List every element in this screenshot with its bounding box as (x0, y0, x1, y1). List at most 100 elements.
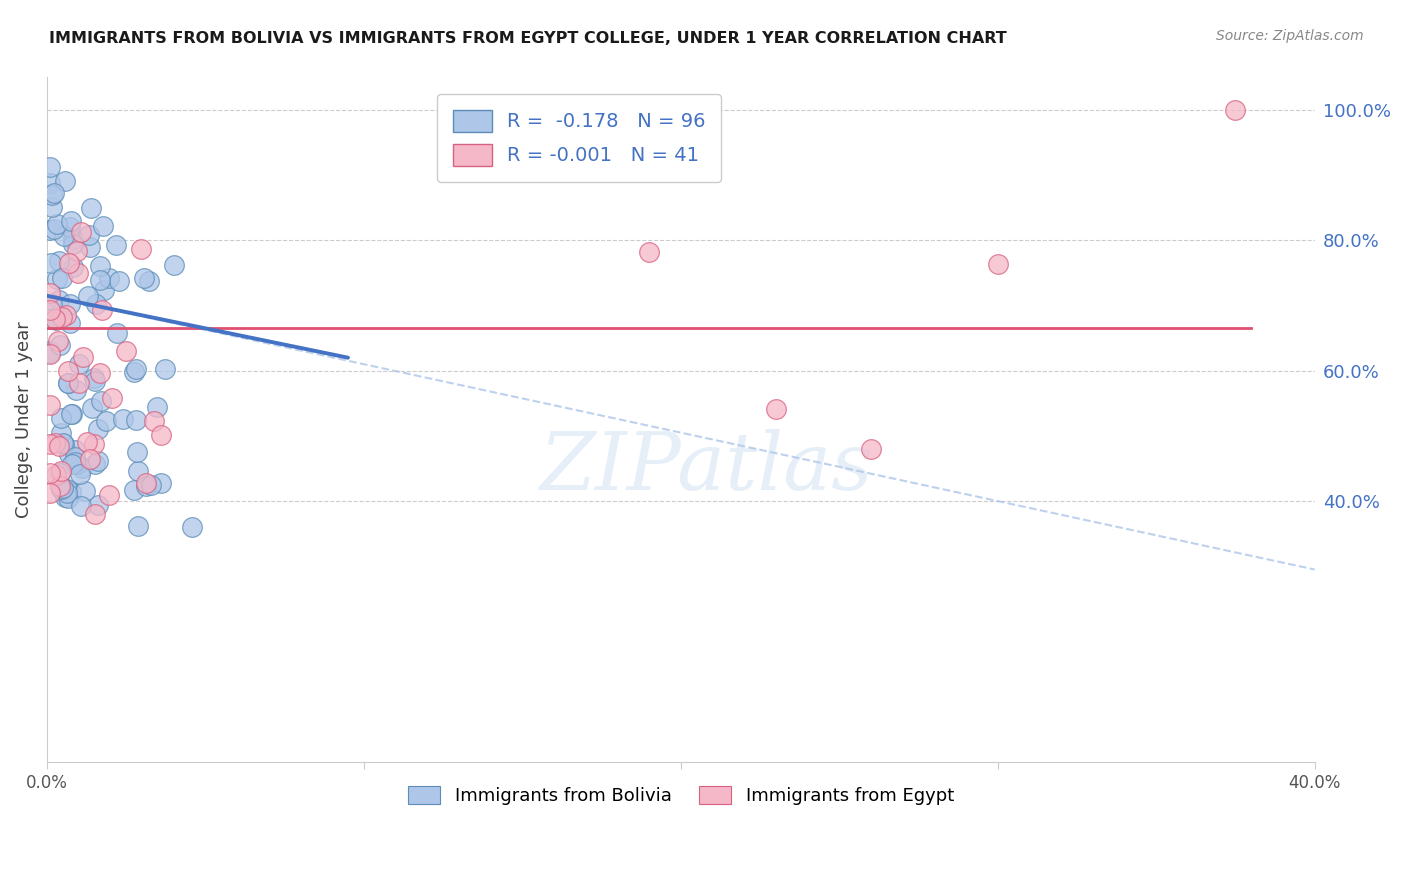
Point (84, 296, 107, 310)
Point (59, 219, 82, 234)
Point (141, 478, 163, 492)
Point (146, 400, 169, 414)
Point (67, 266, 90, 280)
Point (135, 476, 157, 491)
Point (51, 271, 73, 285)
Point (67, 357, 90, 371)
Point (93, 283, 115, 297)
Point (59, 297, 82, 311)
Point (83, 507, 105, 521)
Point (53, 436, 76, 450)
Point (51, 425, 73, 440)
Text: ZIPatlas: ZIPatlas (540, 429, 873, 507)
Point (56, 491, 79, 506)
Point (39, 302, 62, 317)
Y-axis label: College, Under 1 year: College, Under 1 year (15, 321, 32, 518)
Point (149, 476, 172, 491)
Point (49, 466, 72, 480)
Point (46, 334, 69, 348)
Point (48, 254, 70, 268)
Point (39, 312, 62, 326)
Point (49, 482, 72, 496)
Point (56, 376, 79, 391)
Point (134, 271, 156, 285)
Point (77, 227, 100, 242)
Point (89, 259, 111, 273)
Point (105, 326, 128, 340)
Point (142, 414, 165, 428)
Point (83, 371, 105, 385)
Point (39, 223, 62, 237)
Point (66, 457, 89, 471)
Point (83, 437, 105, 451)
Point (97, 271, 120, 285)
Point (69, 225, 91, 239)
Legend: Immigrants from Bolivia, Immigrants from Egypt: Immigrants from Bolivia, Immigrants from… (399, 777, 963, 814)
Point (82, 401, 104, 415)
Point (48, 439, 70, 453)
Point (65, 383, 87, 397)
Point (122, 365, 145, 379)
Point (91, 302, 114, 317)
Point (39, 160, 62, 174)
Point (39, 176, 62, 190)
Point (87, 498, 110, 512)
Point (125, 361, 148, 376)
Point (129, 242, 152, 256)
Point (115, 343, 138, 358)
Point (56, 482, 79, 496)
Point (56, 364, 79, 378)
Text: Source: ZipAtlas.com: Source: ZipAtlas.com (1216, 29, 1364, 43)
Point (101, 391, 124, 405)
Point (39, 256, 62, 270)
Point (59, 407, 82, 421)
Point (70, 460, 93, 475)
Point (45, 313, 67, 327)
Point (39, 343, 62, 358)
Point (987, 257, 1010, 271)
Point (70, 499, 93, 513)
Point (60, 458, 83, 472)
Point (67, 376, 90, 390)
Point (127, 464, 149, 478)
Point (39, 398, 62, 412)
Point (163, 258, 186, 272)
Point (69, 467, 91, 481)
Point (45, 310, 67, 325)
Point (76, 434, 98, 449)
Point (49, 411, 72, 425)
Point (79, 240, 101, 254)
Point (39, 347, 62, 361)
Point (111, 412, 134, 426)
Point (76, 289, 98, 303)
Point (72, 350, 94, 364)
Point (60, 213, 83, 227)
Point (89, 273, 111, 287)
Point (107, 274, 129, 288)
Point (62, 237, 84, 252)
Point (105, 238, 128, 252)
Point (48, 293, 70, 307)
Point (58, 256, 80, 270)
Text: IMMIGRANTS FROM BOLIVIA VS IMMIGRANTS FROM EGYPT COLLEGE, UNDER 1 YEAR CORRELATI: IMMIGRANTS FROM BOLIVIA VS IMMIGRANTS FR… (49, 31, 1007, 46)
Point (96, 414, 118, 428)
Point (84, 457, 107, 471)
Point (1225, 103, 1247, 117)
Point (46, 217, 69, 231)
Point (45, 272, 67, 286)
Point (63, 450, 86, 464)
Point (41, 187, 63, 202)
Point (638, 245, 661, 260)
Point (52, 481, 75, 495)
Point (87, 422, 110, 436)
Point (83, 374, 105, 388)
Point (44, 312, 66, 326)
Point (58, 447, 80, 461)
Point (75, 483, 97, 498)
Point (122, 483, 145, 497)
Point (59, 484, 82, 499)
Point (66, 244, 89, 258)
Point (39, 436, 62, 450)
Point (859, 442, 882, 457)
Point (79, 202, 101, 216)
